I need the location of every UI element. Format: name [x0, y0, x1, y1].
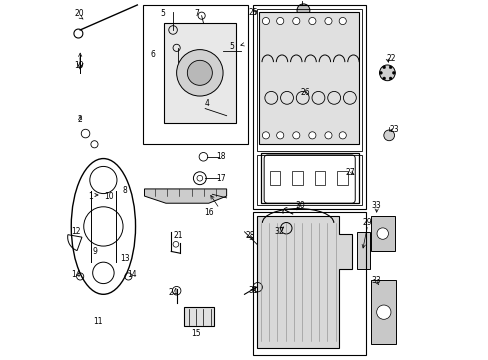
- Circle shape: [262, 132, 269, 139]
- Text: 26: 26: [300, 88, 309, 97]
- Text: 2: 2: [77, 115, 81, 124]
- Text: 30: 30: [294, 201, 304, 210]
- Circle shape: [308, 132, 315, 139]
- Text: 31: 31: [248, 286, 258, 295]
- Circle shape: [388, 66, 391, 69]
- Text: 8: 8: [122, 186, 127, 195]
- Circle shape: [292, 18, 299, 24]
- Polygon shape: [356, 232, 369, 269]
- Text: 29: 29: [362, 219, 372, 228]
- Text: 33: 33: [371, 275, 381, 284]
- Polygon shape: [370, 280, 395, 344]
- Polygon shape: [164, 23, 235, 123]
- Text: 14: 14: [71, 270, 81, 279]
- Circle shape: [339, 18, 346, 24]
- Circle shape: [382, 66, 385, 69]
- Text: 19: 19: [75, 61, 84, 70]
- Polygon shape: [183, 307, 214, 327]
- Text: 11: 11: [93, 316, 102, 325]
- Circle shape: [324, 132, 331, 139]
- Text: 15: 15: [191, 329, 201, 338]
- Text: 33: 33: [371, 201, 381, 210]
- Text: 24: 24: [168, 288, 178, 297]
- Polygon shape: [144, 189, 226, 203]
- Circle shape: [388, 77, 391, 80]
- Text: 9: 9: [93, 247, 98, 256]
- Circle shape: [292, 132, 299, 139]
- Circle shape: [187, 60, 212, 85]
- Text: 5: 5: [160, 9, 164, 18]
- Circle shape: [276, 18, 283, 24]
- Circle shape: [176, 50, 223, 96]
- Circle shape: [276, 132, 283, 139]
- Text: 16: 16: [203, 208, 213, 217]
- Text: 32: 32: [274, 227, 284, 236]
- Text: 12: 12: [71, 227, 81, 236]
- Text: 10: 10: [104, 192, 113, 201]
- Circle shape: [382, 77, 385, 80]
- Circle shape: [308, 18, 315, 24]
- Circle shape: [391, 71, 394, 74]
- Text: 4: 4: [204, 99, 209, 108]
- Circle shape: [379, 65, 394, 81]
- Circle shape: [376, 228, 387, 239]
- Circle shape: [296, 4, 309, 17]
- Text: 6: 6: [151, 50, 156, 59]
- Text: 27: 27: [345, 168, 354, 177]
- Text: 17: 17: [216, 174, 225, 183]
- Text: 20: 20: [75, 9, 84, 18]
- Polygon shape: [370, 216, 394, 251]
- Text: 14: 14: [127, 270, 137, 279]
- Circle shape: [262, 18, 269, 24]
- Polygon shape: [257, 216, 351, 348]
- Text: 13: 13: [120, 254, 129, 263]
- Text: 23: 23: [389, 126, 399, 135]
- Text: 28: 28: [244, 231, 254, 240]
- Text: 7: 7: [193, 9, 198, 18]
- Circle shape: [376, 305, 390, 319]
- Circle shape: [339, 132, 346, 139]
- Text: 18: 18: [216, 152, 225, 161]
- Text: 21: 21: [173, 231, 183, 240]
- Text: 5: 5: [229, 41, 234, 50]
- Text: 1: 1: [88, 192, 92, 201]
- Text: 22: 22: [386, 54, 395, 63]
- Circle shape: [379, 71, 382, 74]
- Circle shape: [383, 130, 394, 141]
- Text: 25: 25: [248, 8, 258, 17]
- Polygon shape: [258, 12, 358, 144]
- Circle shape: [324, 18, 331, 24]
